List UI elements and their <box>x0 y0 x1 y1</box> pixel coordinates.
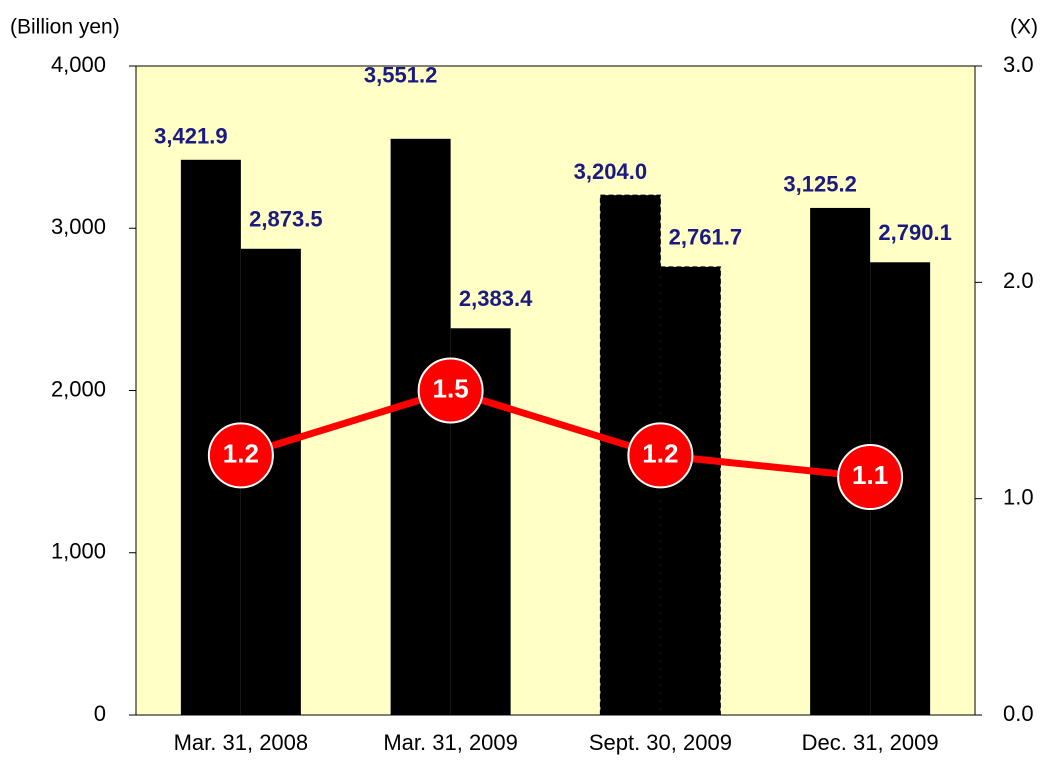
x-tick-label: Sept. 30, 2009 <box>589 730 732 755</box>
line-point <box>417 357 484 424</box>
point-label: 1.5 <box>433 373 469 403</box>
point-label: 1.1 <box>852 460 888 490</box>
line <box>239 386 871 481</box>
y2-tick-label: 3.0 <box>1003 52 1034 77</box>
y-tick-label: 3,000 <box>51 214 106 239</box>
x-tick-label: Mar. 31, 2009 <box>383 730 518 755</box>
value-label: 2,790.1 <box>878 220 951 245</box>
y-tick-label: 2,000 <box>51 376 106 401</box>
value-label: 2,761.7 <box>669 225 742 250</box>
value-label: 3,421.9 <box>154 124 227 149</box>
y-tick-label: 1,000 <box>51 539 106 564</box>
value-label: 3,125.2 <box>783 172 856 197</box>
value-label: 3,204.0 <box>574 159 647 184</box>
value-label: 3,551.2 <box>364 63 437 88</box>
line-point <box>627 422 694 489</box>
point-label: 1.2 <box>223 438 259 468</box>
y2-tick-label: 0.0 <box>1003 701 1034 726</box>
x-tick-label: Mar. 31, 2008 <box>174 730 309 755</box>
y-axis-label: (Billion yen) <box>10 16 120 39</box>
value-label: 2,383.4 <box>459 286 533 311</box>
value-label: 2,873.5 <box>249 207 322 232</box>
line-point <box>207 422 274 489</box>
y2-tick-label: 1.0 <box>1003 484 1034 509</box>
bar <box>390 138 451 715</box>
line-point <box>837 444 904 511</box>
bar <box>659 266 721 716</box>
x-tick-label: Dec. 31, 2009 <box>802 730 939 755</box>
y-tick-label: 4,000 <box>51 52 106 77</box>
y2-axis-label: (X) <box>1010 16 1038 39</box>
y-tick-label: 0 <box>94 701 106 726</box>
point-label: 1.2 <box>642 438 678 468</box>
y2-tick-label: 2.0 <box>1003 268 1034 293</box>
